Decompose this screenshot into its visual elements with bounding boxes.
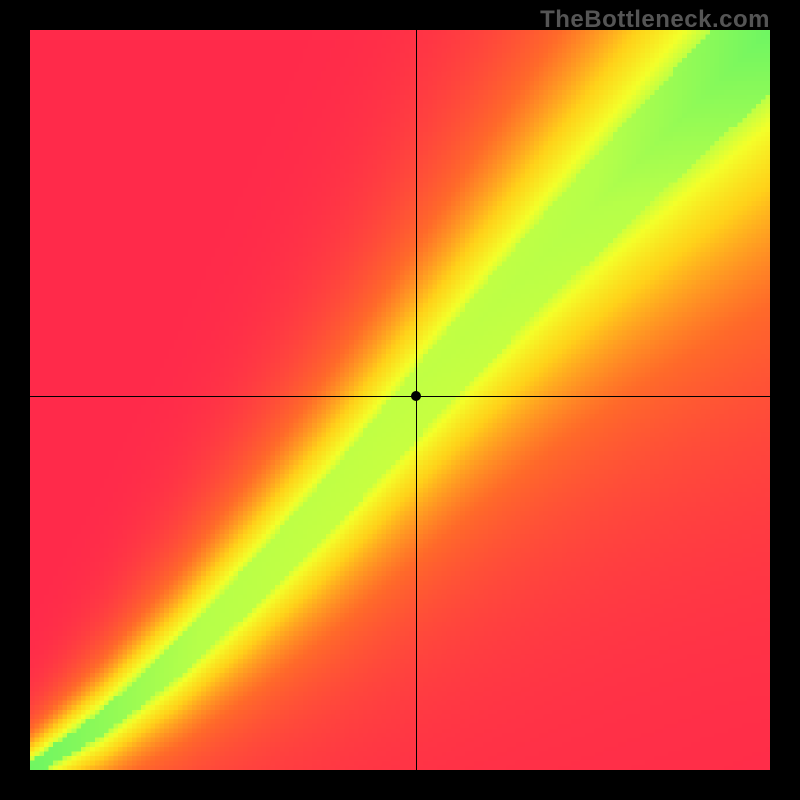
heatmap-plot bbox=[30, 30, 770, 770]
watermark-text: TheBottleneck.com bbox=[540, 6, 770, 34]
data-marker-dot bbox=[411, 391, 421, 401]
crosshair-horizontal bbox=[30, 396, 770, 397]
heatmap-canvas bbox=[30, 30, 770, 770]
